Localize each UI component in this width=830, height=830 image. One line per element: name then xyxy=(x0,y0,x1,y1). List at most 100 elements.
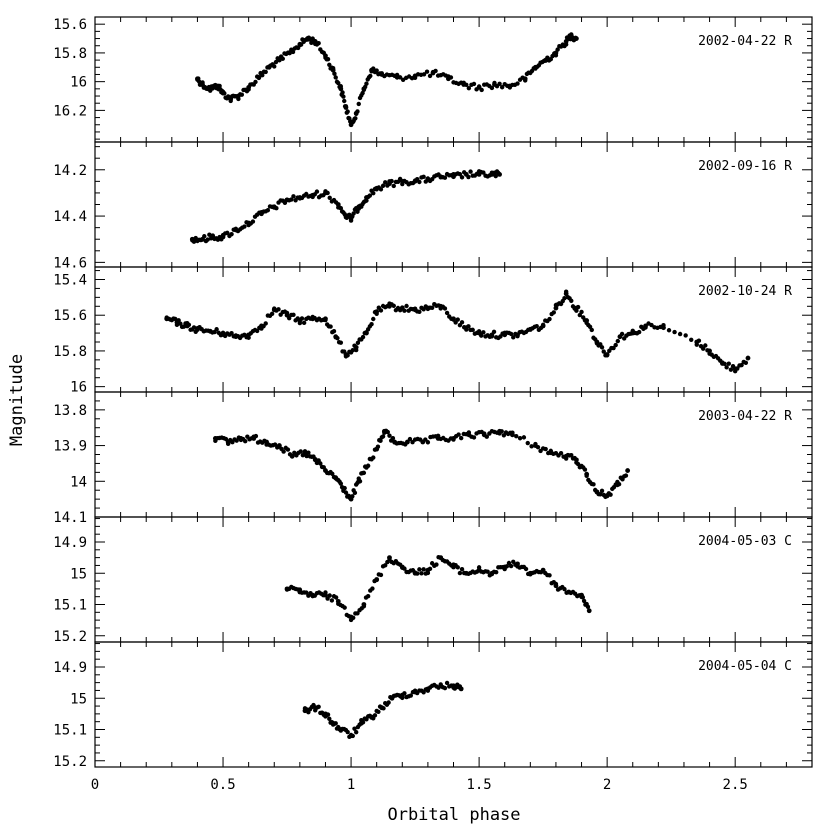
data-point xyxy=(369,321,374,327)
data-point xyxy=(476,329,482,334)
data-point xyxy=(360,720,366,725)
data-point xyxy=(380,434,386,439)
data-point xyxy=(508,563,514,569)
data-point xyxy=(534,324,539,329)
data-point xyxy=(551,310,556,315)
data-point xyxy=(591,482,596,487)
data-point xyxy=(562,295,567,301)
data-point xyxy=(511,335,516,340)
data-point xyxy=(421,567,426,572)
data-point xyxy=(405,439,410,445)
data-point xyxy=(703,343,708,348)
data-point xyxy=(371,316,376,322)
data-point xyxy=(343,490,349,495)
data-point xyxy=(444,680,450,686)
y-tick-label: 14.4 xyxy=(53,209,87,225)
panel-2: 14.2 14.4 14.6 2002-09-16 R xyxy=(53,141,813,271)
data-point xyxy=(327,593,332,598)
data-point xyxy=(269,311,275,317)
data-points xyxy=(284,554,592,623)
data-point xyxy=(357,722,362,727)
data-point xyxy=(371,455,376,460)
data-point xyxy=(330,471,335,476)
y-tick-label: 15.4 xyxy=(53,273,87,289)
y-tick-label: 15.8 xyxy=(53,344,87,360)
data-point xyxy=(563,456,569,461)
data-point xyxy=(333,200,339,205)
data-point xyxy=(356,101,361,107)
data-point xyxy=(696,338,702,343)
data-point xyxy=(342,605,347,610)
data-point xyxy=(378,308,384,313)
data-point xyxy=(543,446,548,452)
data-point xyxy=(442,306,448,311)
panel-label: 2003-04-22 R xyxy=(698,409,792,424)
data-point xyxy=(355,340,361,346)
data-point xyxy=(424,69,430,74)
data-point xyxy=(336,80,341,86)
data-point xyxy=(466,174,471,180)
data-point xyxy=(378,187,384,192)
data-point xyxy=(408,693,414,698)
panel-3: 15.4 15.6 15.8 16 2002-10-24 R xyxy=(53,266,813,396)
data-point xyxy=(350,348,355,353)
data-point xyxy=(491,329,497,335)
data-point xyxy=(689,337,694,343)
x-tick-label: 1.5 xyxy=(466,777,491,793)
data-point xyxy=(700,346,706,351)
data-point xyxy=(459,567,465,572)
data-point xyxy=(482,431,487,436)
data-point xyxy=(325,190,330,196)
y-tick-label: 14.6 xyxy=(53,255,87,271)
data-point xyxy=(417,309,422,315)
data-point xyxy=(558,450,564,456)
data-point xyxy=(342,485,347,491)
data-point xyxy=(535,444,541,450)
data-point xyxy=(304,590,309,595)
data-point xyxy=(333,595,339,600)
data-point xyxy=(580,595,586,600)
data-point xyxy=(464,82,469,88)
data-point xyxy=(338,481,344,486)
data-point xyxy=(176,318,181,323)
data-point xyxy=(386,700,391,705)
panel-6: 14.9 15 15.1 15.2 2004-05-04 C xyxy=(53,641,813,770)
data-point xyxy=(677,331,683,337)
data-point xyxy=(365,463,371,468)
data-points xyxy=(212,428,631,502)
data-point xyxy=(333,75,338,80)
data-point xyxy=(523,566,529,572)
y-tick-label: 14 xyxy=(70,474,87,490)
data-point xyxy=(210,233,215,238)
data-point xyxy=(397,75,403,80)
data-point xyxy=(360,90,365,96)
data-point xyxy=(346,613,352,619)
data-point xyxy=(364,198,369,203)
data-point xyxy=(225,441,231,447)
data-point xyxy=(328,324,333,329)
data-point xyxy=(380,183,386,188)
data-point xyxy=(350,494,355,499)
data-point xyxy=(745,355,751,361)
data-point xyxy=(421,174,426,180)
data-point xyxy=(340,90,345,95)
data-point xyxy=(374,311,379,316)
data-point xyxy=(404,303,409,309)
x-tick-label: 1 xyxy=(347,777,355,793)
data-point xyxy=(378,572,384,578)
data-point xyxy=(222,91,227,96)
data-point xyxy=(246,335,251,340)
data-point xyxy=(352,726,357,731)
data-point xyxy=(457,684,463,689)
data-point xyxy=(385,559,390,565)
data-point xyxy=(313,457,318,462)
y-tick-label: 14.2 xyxy=(53,163,87,179)
data-point xyxy=(569,32,574,37)
data-point xyxy=(581,598,587,604)
data-point xyxy=(479,333,484,338)
panel-label: 2002-04-22 R xyxy=(698,34,792,49)
data-point xyxy=(514,434,519,439)
data-point xyxy=(370,586,375,591)
data-point xyxy=(325,712,331,717)
data-point xyxy=(521,435,527,440)
